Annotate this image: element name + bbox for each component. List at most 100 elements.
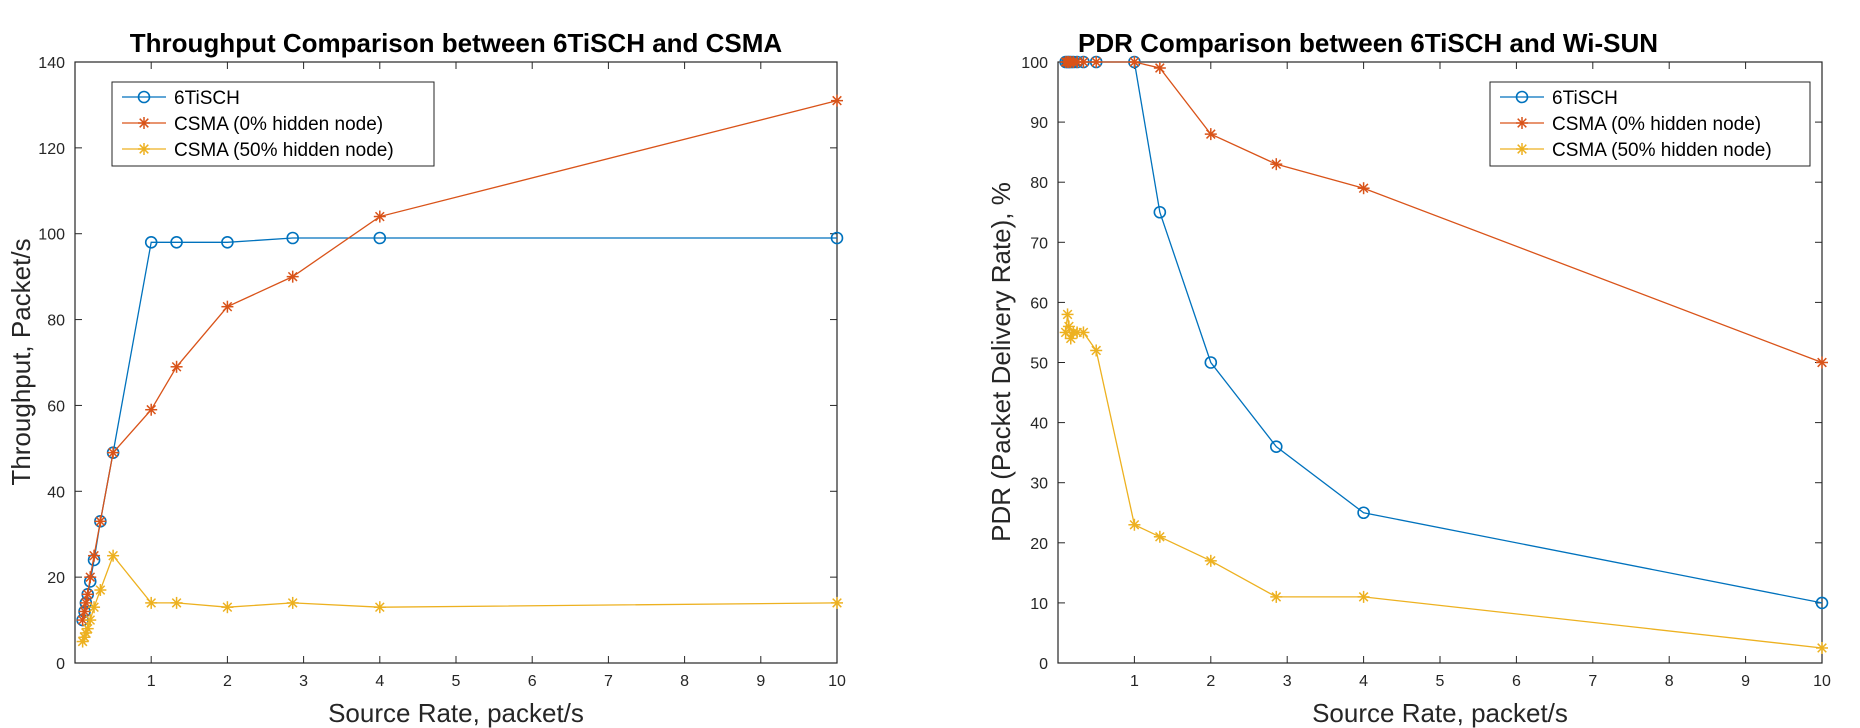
pdr-y-tick-label: 90	[1030, 115, 1048, 132]
throughput-series-0-point	[373, 231, 387, 245]
pdr-legend-entries: 6TiSCH CSMA (0% hidden node) CSMA (50% hid…	[1500, 88, 1772, 161]
throughput-x-tick-label: 6	[528, 673, 537, 690]
throughput-series-2-point	[221, 601, 234, 614]
pdr-y-tick-label: 100	[1021, 55, 1048, 72]
throughput-series-1-point	[88, 549, 101, 562]
pdr-series-1-point	[1816, 356, 1828, 369]
throughput-legend-marker	[137, 90, 151, 104]
throughput-series-2-point	[286, 596, 299, 609]
pdr-legend-entry-1: CSMA (0% hidden node)	[1500, 114, 1761, 135]
throughput-y-ticks: 0 20 40 60 80 100 120 140	[38, 55, 837, 673]
pdr-y-tick-label: 70	[1030, 235, 1048, 252]
pdr-series-0-point	[1815, 596, 1829, 610]
throughput-y-tick-label: 120	[38, 141, 65, 158]
pdr-series-2-point	[1062, 320, 1075, 333]
throughput-series-2-point	[94, 584, 107, 597]
throughput-y-tick-label: 100	[38, 227, 65, 244]
pdr-series-2	[1059, 308, 1828, 654]
throughput-x-tick-label: 1	[147, 673, 156, 690]
throughput-series-2-line	[82, 554, 838, 642]
pdr-chart: PDR Comparison between 6TiSCH and Wi-SUN…	[986, 28, 1831, 728]
pdr-x-tick-label: 9	[1741, 673, 1750, 690]
pdr-series-1-point	[1270, 158, 1283, 171]
pdr-series-1-point	[1090, 56, 1103, 68]
throughput-series-2-point	[145, 596, 158, 609]
pdr-series	[1059, 55, 1829, 654]
throughput-legend-label: CSMA (0% hidden node)	[174, 114, 383, 135]
pdr-series-2-point	[1357, 590, 1370, 603]
pdr-series-1-point	[1357, 182, 1370, 195]
pdr-chart-title: PDR Comparison between 6TiSCH and Wi-SUN	[1078, 28, 1658, 58]
pdr-y-tick-label: 10	[1030, 596, 1048, 613]
throughput-series-2-point	[831, 596, 843, 609]
throughput-series-2-point	[170, 596, 183, 609]
pdr-x-tick-label: 7	[1588, 673, 1597, 690]
pdr-y-tick-label: 20	[1030, 536, 1048, 553]
throughput-series-2-point	[88, 601, 101, 614]
throughput-series-0	[76, 231, 844, 627]
throughput-series-2-point	[107, 549, 120, 562]
throughput-chart-title: Throughput Comparison between 6TiSCH and…	[130, 28, 783, 58]
throughput-x-tick-label: 9	[756, 673, 765, 690]
pdr-y-tick-label: 40	[1030, 416, 1048, 433]
throughput-series-2	[76, 549, 843, 648]
pdr-series-0-point	[1269, 440, 1283, 453]
throughput-series-1-point	[286, 270, 299, 283]
throughput-legend-entry-2: CSMA (50% hidden node)	[122, 140, 394, 161]
throughput-series-0-point	[286, 231, 300, 245]
pdr-x-tick-label: 10	[1813, 673, 1831, 690]
throughput-legend-marker	[138, 117, 150, 129]
throughput-series-2-point	[81, 622, 94, 635]
throughput-y-tick-label: 20	[47, 570, 65, 587]
throughput-series-1-point	[221, 300, 234, 313]
pdr-series-2-point	[1061, 308, 1074, 321]
throughput-series-1-point	[94, 515, 107, 528]
throughput-legend-entry-0: 6TiSCH	[122, 88, 240, 109]
throughput-legend-marker	[138, 143, 150, 155]
throughput-y-tick-label: 140	[38, 55, 65, 72]
throughput-series-1-point	[145, 403, 158, 416]
pdr-legend-label: CSMA (50% hidden node)	[1552, 140, 1772, 161]
pdr-x-tick-label: 8	[1665, 673, 1674, 690]
pdr-legend-label: 6TiSCH	[1552, 88, 1618, 109]
pdr-series-1	[1059, 56, 1828, 369]
pdr-y-tick-label: 0	[1039, 656, 1048, 673]
throughput-legend-label: 6TiSCH	[174, 88, 240, 109]
pdr-x-tick-label: 2	[1206, 673, 1215, 690]
pdr-y-tick-label: 60	[1030, 295, 1048, 312]
throughput-x-tick-label: 10	[828, 673, 846, 690]
throughput-legend-entries: 6TiSCH CSMA (0% hidden node) CSMA (50% hid…	[122, 88, 394, 161]
pdr-legend-label: CSMA (0% hidden node)	[1552, 114, 1761, 135]
throughput-series-1	[76, 94, 843, 627]
throughput-series-1-point	[84, 571, 97, 584]
throughput-y-tick-label: 80	[47, 313, 65, 330]
throughput-series-1-point	[107, 446, 120, 459]
throughput-x-axis-label: Source Rate, packet/s	[328, 698, 584, 728]
throughput-series-1-point	[170, 360, 183, 373]
throughput-series-2-point	[84, 614, 97, 627]
pdr-x-tick-label: 4	[1359, 673, 1368, 690]
throughput-x-tick-label: 5	[452, 673, 461, 690]
throughput-x-ticks: 1 2 3 4 5 6 7 8 9 10	[147, 62, 846, 690]
pdr-y-tick-label: 80	[1030, 175, 1048, 192]
pdr-series-2-point	[1077, 326, 1090, 339]
throughput-series-0-line	[81, 237, 837, 621]
throughput-y-tick-label: 60	[47, 398, 65, 415]
throughput-series-1-point	[373, 210, 386, 223]
pdr-series-2-point	[1204, 554, 1217, 567]
throughput-chart: Throughput Comparison between 6TiSCH and…	[6, 28, 846, 728]
pdr-legend-box	[1489, 81, 1811, 167]
pdr-series-2-point	[1128, 518, 1141, 531]
pdr-legend-marker	[1516, 143, 1528, 155]
throughput-series-0-point	[221, 236, 234, 249]
throughput-x-tick-label: 2	[223, 673, 232, 690]
throughput-legend-box	[111, 81, 435, 167]
throughput-x-tick-label: 3	[299, 673, 308, 690]
throughput-series-1-point	[831, 94, 843, 107]
pdr-y-tick-label: 30	[1030, 476, 1048, 493]
throughput-x-tick-label: 7	[604, 673, 613, 690]
pdr-y-tick-label: 50	[1030, 356, 1048, 373]
throughput-series	[76, 94, 844, 648]
throughput-x-tick-label: 4	[375, 673, 384, 690]
throughput-series-1-point	[79, 596, 92, 609]
